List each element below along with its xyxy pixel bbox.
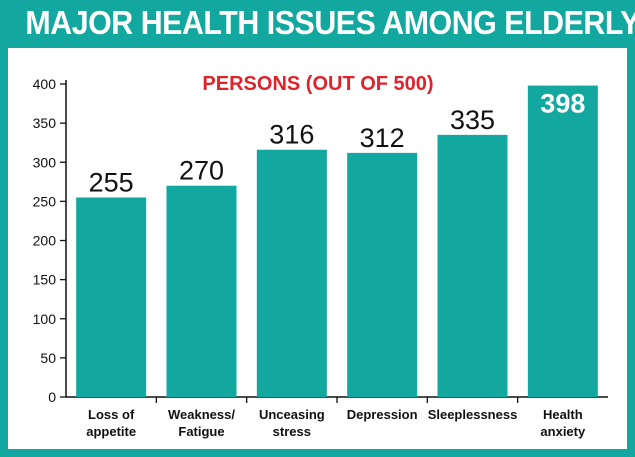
- chart-subtitle: PERSONS (OUT OF 500): [202, 73, 433, 95]
- x-tick-label: Health: [543, 407, 583, 422]
- data-label: 270: [179, 156, 224, 186]
- y-tick-label: 400: [33, 76, 57, 92]
- x-tick-label: appetite: [86, 424, 136, 439]
- data-label: 316: [269, 120, 314, 150]
- y-tick-label: 150: [33, 272, 57, 288]
- data-label: 312: [360, 123, 405, 153]
- bar-chart: PERSONS (OUT OF 500) 0 50 100 150 200 250 300 3…: [33, 73, 608, 439]
- y-tick-label: 300: [33, 154, 57, 170]
- x-tick-label: Fatigue: [178, 424, 224, 439]
- y-tick-label: 350: [33, 115, 57, 131]
- x-tick-label: Depression: [347, 407, 418, 422]
- y-tick-label: 0: [48, 389, 56, 405]
- bar: [347, 152, 418, 397]
- x-tick-label: Weakness/: [168, 407, 235, 422]
- data-label: 398: [540, 89, 585, 119]
- chart-title: MAJOR HEALTH ISSUES AMONG ELDERLY: [25, 4, 635, 41]
- x-tick-label: stress: [273, 424, 311, 439]
- chart-panel: PERSONS (OUT OF 500) 0 50 100 150 200 250 300 3…: [8, 48, 627, 449]
- x-tick-label: Loss of: [88, 407, 135, 422]
- data-label: 255: [89, 167, 134, 197]
- y-tick-label: 50: [40, 350, 56, 366]
- data-label: 335: [450, 105, 495, 135]
- y-tick-label: 200: [33, 233, 57, 249]
- bar: [256, 149, 327, 397]
- bar: [166, 185, 237, 397]
- bar: [527, 85, 598, 397]
- bar: [76, 197, 147, 397]
- x-tick-label: anxiety: [540, 424, 586, 439]
- y-tick-label: 250: [33, 193, 57, 209]
- x-tick-label: Sleeplessness: [428, 407, 518, 422]
- bar: [437, 134, 508, 398]
- x-tick-label: Unceasing: [259, 407, 325, 422]
- y-tick-label: 100: [33, 311, 57, 327]
